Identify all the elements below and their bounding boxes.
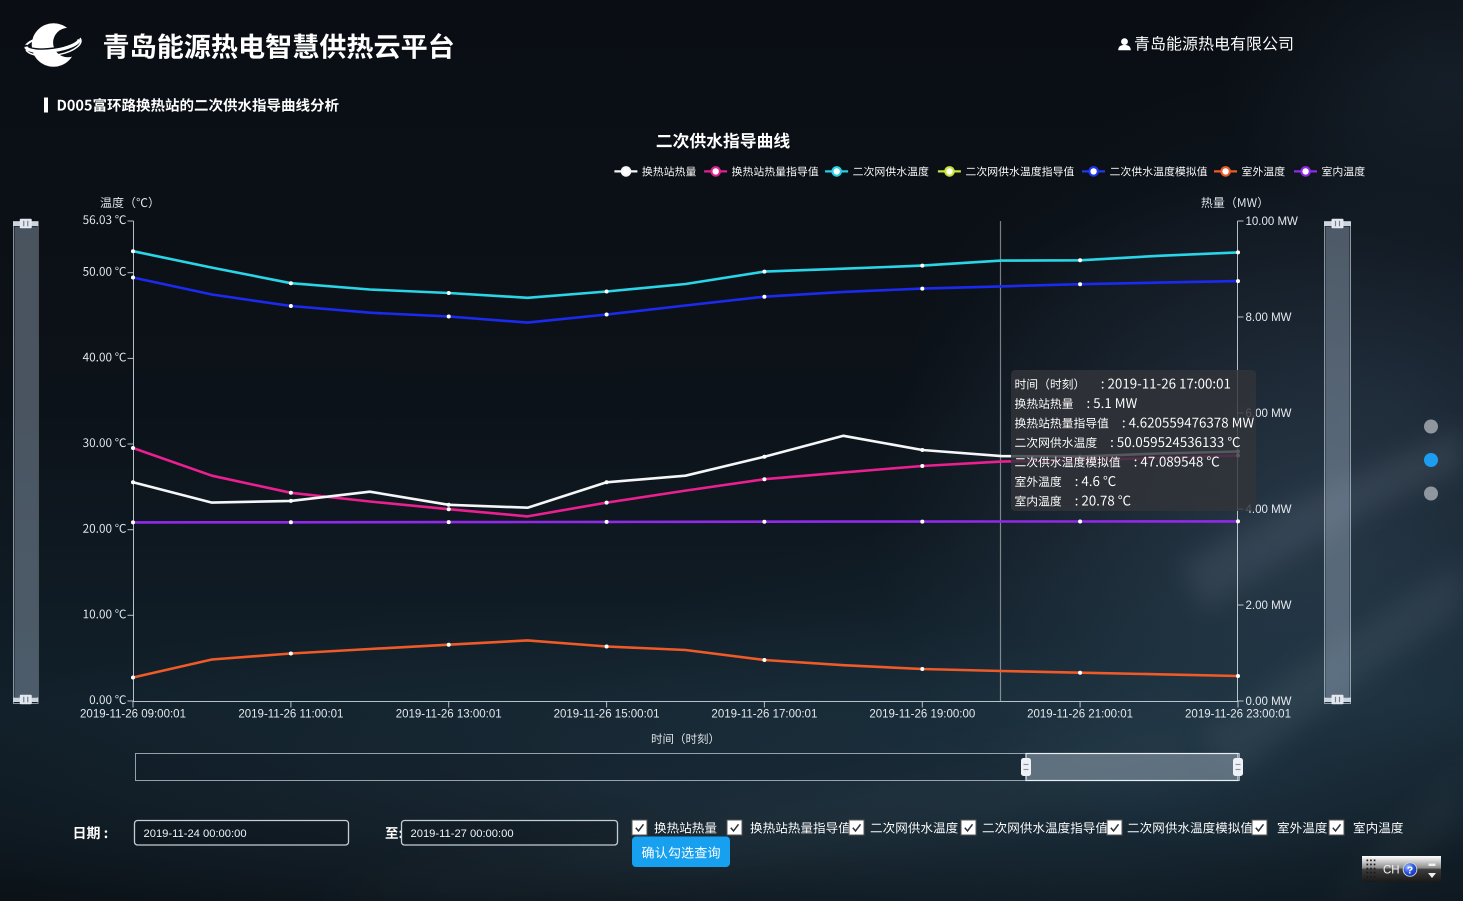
svg-text:4.00 MW: 4.00 MW (1246, 504, 1292, 516)
svg-text:2019-11-26 21:00:01: 2019-11-26 21:00:01 (1027, 709, 1133, 721)
svg-text:10.00 MW: 10.00 MW (1246, 216, 1299, 228)
svg-text:2019-11-26 13:00:01: 2019-11-26 13:00:01 (396, 709, 502, 721)
svg-text:0.00 MW: 0.00 MW (1246, 696, 1292, 708)
svg-text:CH: CH (1383, 865, 1400, 877)
svg-text:2019-11-26 15:00:01: 2019-11-26 15:00:01 (554, 709, 660, 721)
svg-text:8.00 MW: 8.00 MW (1246, 312, 1292, 324)
svg-text:2019-11-26 11:00:01: 2019-11-26 11:00:01 (238, 709, 343, 721)
svg-text:6.00 MW: 6.00 MW (1246, 408, 1292, 420)
svg-text:?: ? (1407, 865, 1413, 877)
svg-text:2019-11-26 09:00:01: 2019-11-26 09:00:01 (80, 709, 186, 721)
svg-text:2019-11-26 17:00:01: 2019-11-26 17:00:01 (711, 709, 817, 721)
svg-text:2019-11-24 00:00:00: 2019-11-24 00:00:00 (144, 828, 247, 840)
svg-text:2019-11-26 23:00:01: 2019-11-26 23:00:01 (1185, 709, 1291, 721)
svg-text:2019-11-26 19:00:00: 2019-11-26 19:00:00 (869, 709, 975, 721)
svg-text:2.00 MW: 2.00 MW (1246, 600, 1292, 612)
svg-text:2019-11-27 00:00:00: 2019-11-27 00:00:00 (411, 828, 514, 840)
